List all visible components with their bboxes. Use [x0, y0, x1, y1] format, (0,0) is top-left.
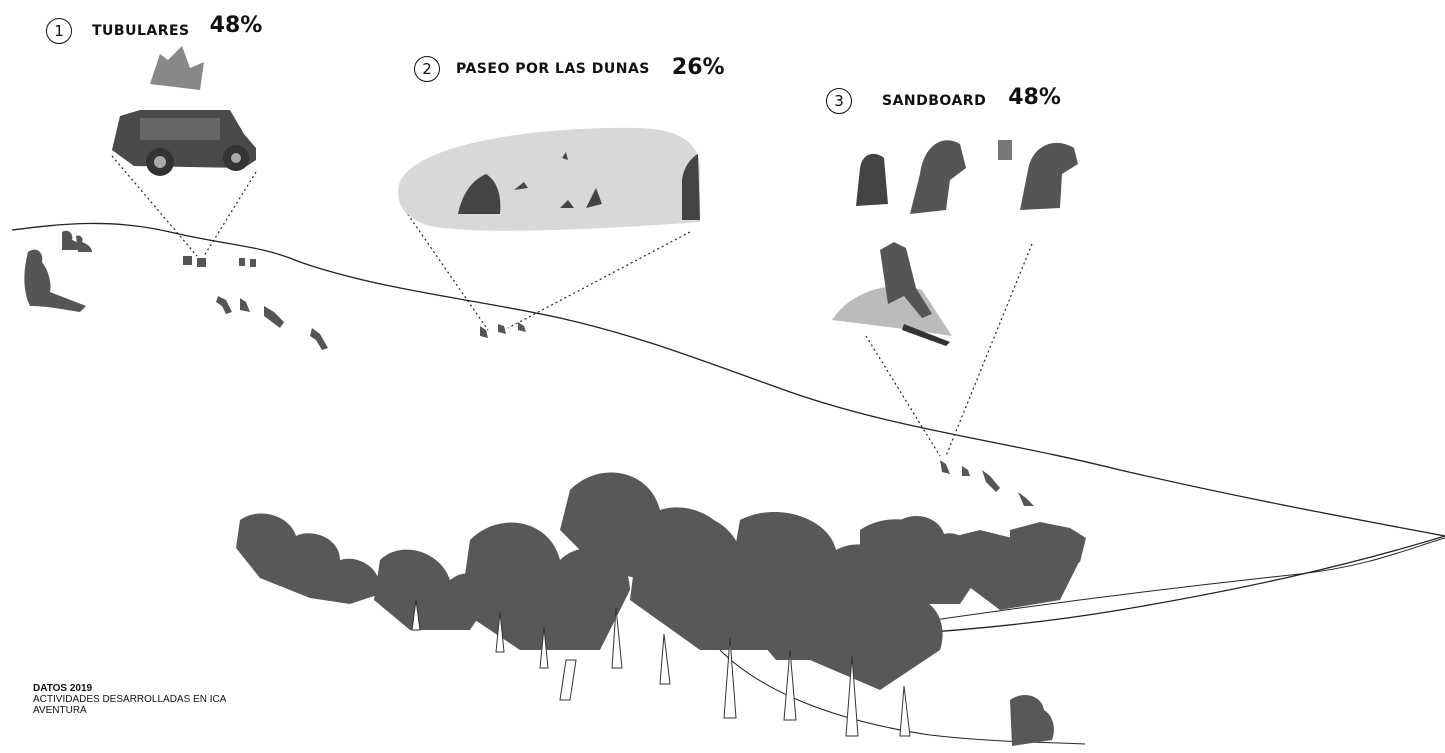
activity-percent: 26% [671, 54, 725, 80]
data-description-line1: ACTIVIDADES DESARROLLADAS EN ICA [33, 694, 227, 705]
activity-label-2: 2 PASEO POR LAS DUNAS 26% [414, 54, 725, 82]
data-source-note: DATOS 2019 ACTIVIDADES DESARROLLADAS EN … [33, 683, 226, 716]
activity-label-3: 3 SANDBOARD 48% [826, 84, 1061, 114]
sandboard-photos [832, 140, 1078, 346]
activity-percent: 48% [1008, 84, 1061, 110]
activity-name: SANDBOARD [882, 93, 987, 109]
activity-percent: 48% [209, 12, 263, 38]
leader-lines [111, 155, 1033, 457]
tree-trunks [411, 599, 911, 737]
tree-forest [236, 472, 1086, 746]
activity-label-1: 1 TUBULARES 48% [46, 13, 262, 44]
activity-name: PASEO POR LAS DUNAS [456, 61, 650, 77]
tubulares-photo [112, 46, 256, 176]
paseo-dunas-photo [398, 127, 700, 231]
data-description-line2: AVENTURA [33, 705, 87, 716]
activity-name: TUBULARES [92, 23, 190, 39]
dune-foot-line [879, 537, 1445, 629]
activity-number-badge: 3 [826, 88, 852, 114]
activity-number-badge: 1 [46, 18, 72, 44]
dune-ridge-line [11, 222, 1445, 537]
people-silhouettes-left [24, 230, 1034, 506]
activity-number-badge: 2 [414, 56, 440, 82]
dune-slope-line [719, 649, 1086, 745]
data-year-title: DATOS 2019 [33, 683, 93, 694]
